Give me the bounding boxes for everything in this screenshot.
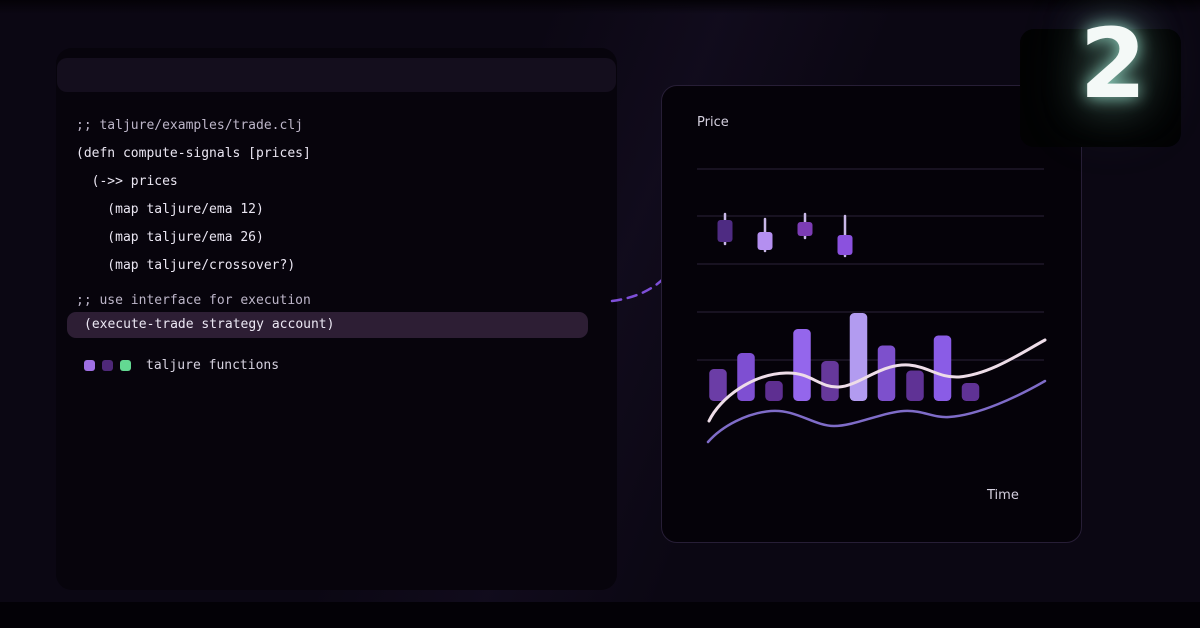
volume-bar	[709, 369, 727, 401]
code-body: ;; taljure/examples/trade.clj (defn compu…	[67, 112, 617, 373]
code-line: (map taljure/ema 12)	[76, 202, 264, 217]
legend-swatch	[84, 359, 95, 371]
step-badge: 2	[1020, 16, 1181, 147]
signal-line-lower	[706, 379, 1047, 444]
candle	[797, 222, 813, 236]
code-line: (defn compute-signals [prices]	[76, 146, 311, 161]
volume-bar	[849, 313, 868, 401]
volume-bar	[906, 370, 924, 401]
price-chart-svg	[697, 168, 1047, 444]
price-axis-label: Price	[697, 115, 729, 130]
code-line: (map taljure/ema 26)	[76, 230, 264, 245]
legend: taljure functions	[84, 357, 617, 373]
candle	[757, 232, 773, 250]
bottom-band	[0, 602, 1200, 628]
volume-bar	[737, 353, 755, 401]
volume-bar	[877, 345, 896, 401]
code-spacer	[76, 280, 617, 290]
code-highlight-row: (execute-trade strategy account)	[67, 312, 588, 338]
code-line: ;; taljure/examples/trade.clj	[76, 118, 303, 133]
step-number: 2	[1079, 8, 1147, 120]
volume-bar	[821, 361, 839, 401]
code-panel: ;; taljure/examples/trade.clj (defn compu…	[56, 48, 617, 590]
code-panel-header	[57, 58, 616, 92]
volume-bar	[933, 335, 952, 401]
legend-swatch	[120, 359, 131, 371]
volume-bar	[961, 383, 980, 401]
candle	[837, 235, 853, 255]
legend-label: taljure functions	[146, 357, 280, 373]
volume-bar	[793, 329, 811, 401]
legend-swatch	[102, 359, 113, 371]
candle	[717, 220, 733, 242]
volume-bar	[765, 381, 783, 401]
code-line: ;; use interface for execution	[76, 293, 311, 308]
chart-panel: Price Time	[661, 85, 1082, 543]
code-line: (map taljure/crossover?)	[76, 258, 296, 273]
code-line: (->> prices	[76, 174, 178, 189]
time-axis-label: Time	[987, 488, 1019, 503]
signal-line-upper	[707, 338, 1047, 423]
